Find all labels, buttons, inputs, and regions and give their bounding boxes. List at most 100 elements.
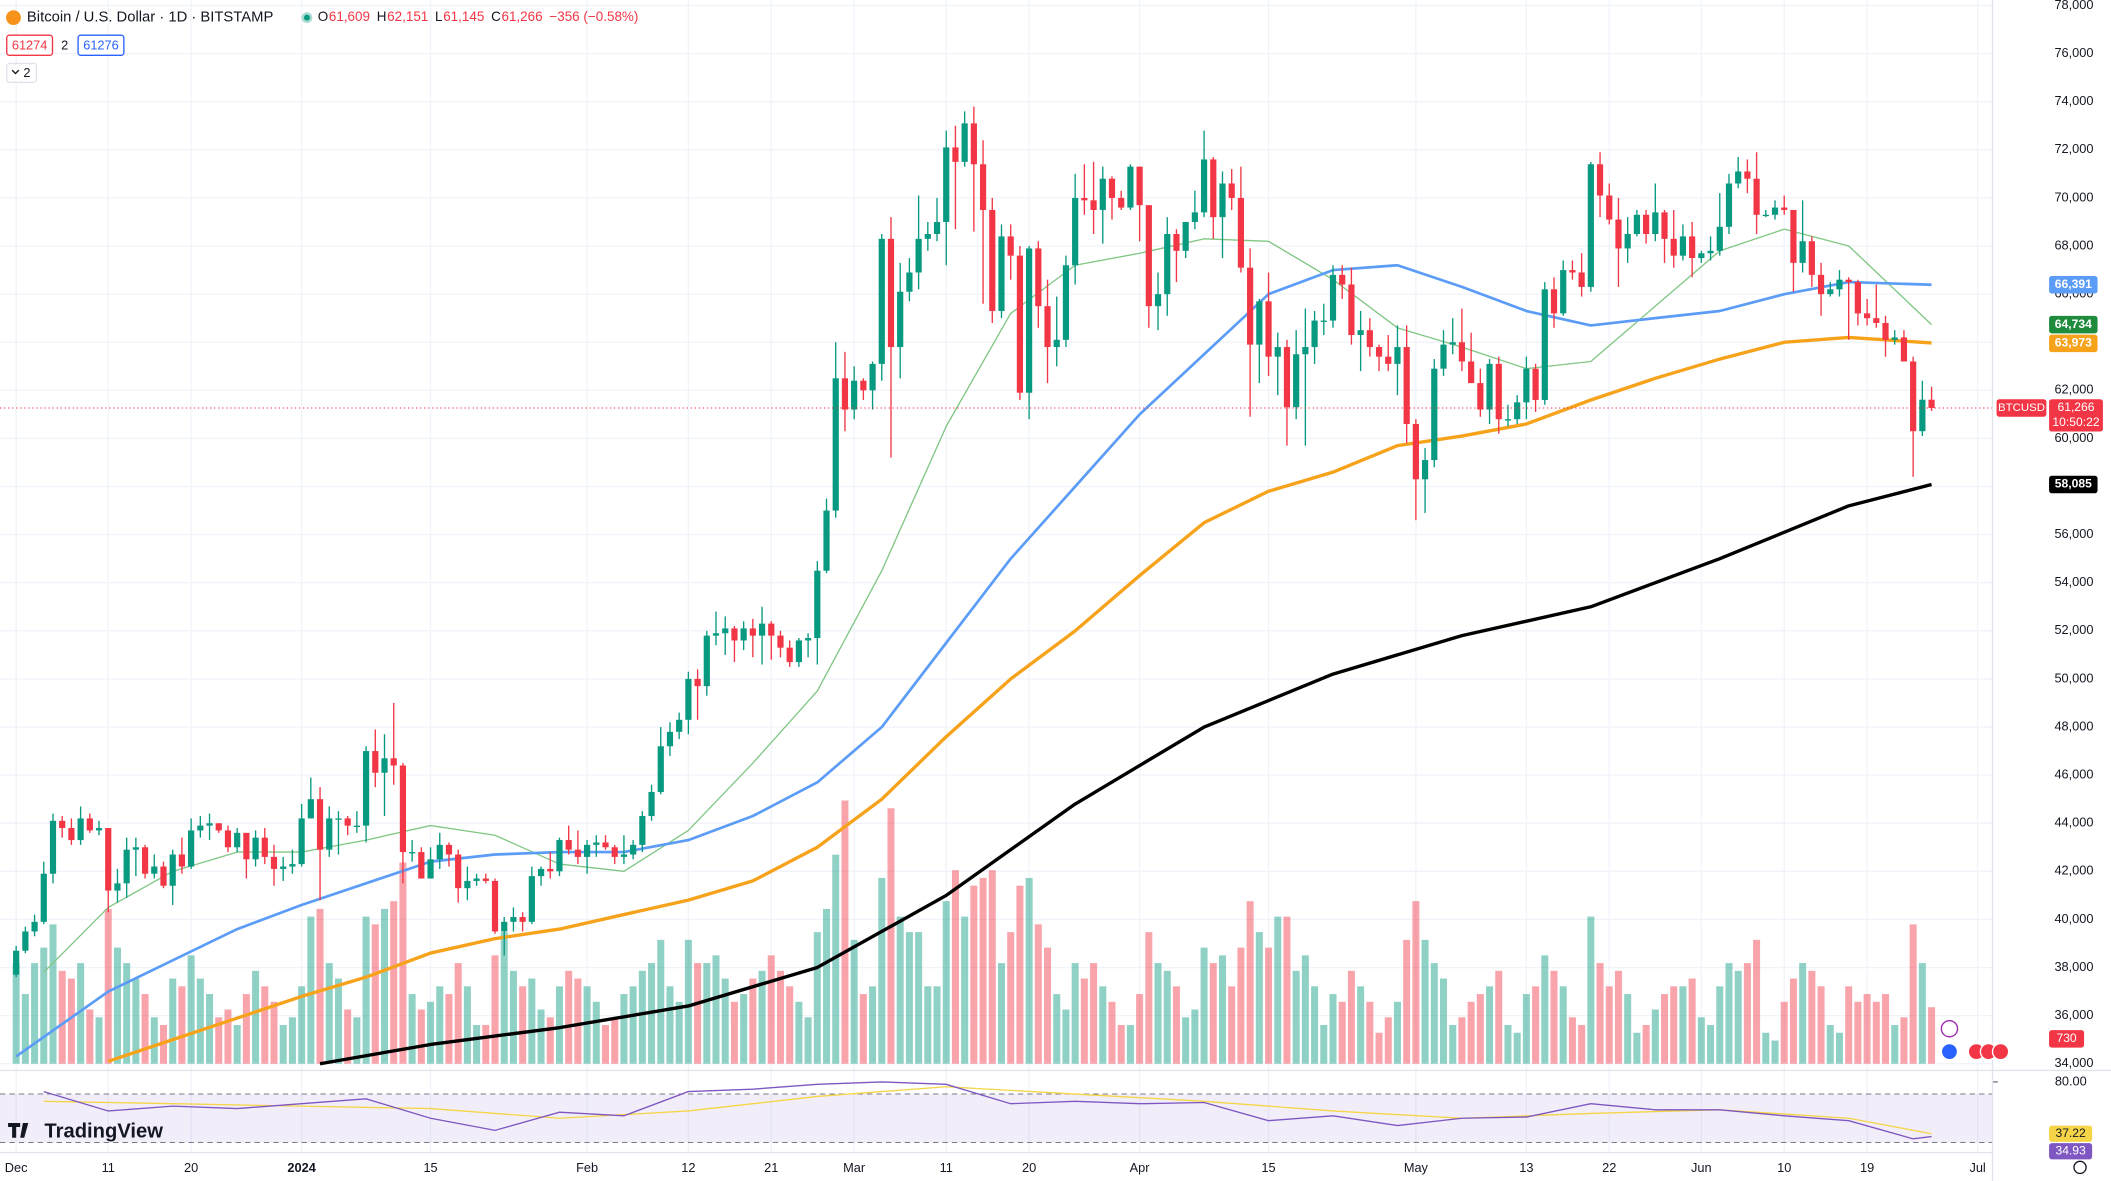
candle-body (1026, 248, 1033, 393)
candle-body (1919, 399, 1926, 432)
volume-bar (813, 932, 821, 1064)
volume-bar (1255, 932, 1263, 1064)
candle-body (1247, 267, 1254, 345)
candle-body (1302, 347, 1309, 355)
volume-bar (1126, 1025, 1134, 1064)
candle-body (1164, 234, 1171, 295)
candle-body (1845, 279, 1852, 283)
bid-box[interactable] (6, 34, 54, 57)
rsi-badge (2049, 1125, 2093, 1142)
volume-bar (1532, 986, 1540, 1064)
candle-body (887, 238, 895, 348)
volume-bar (1228, 986, 1236, 1064)
volume-bar (1661, 994, 1669, 1064)
volume-bar (1467, 1001, 1475, 1064)
candle-body (832, 378, 839, 511)
candle-body (445, 844, 453, 855)
ohlc-value: 61,266 (501, 9, 542, 24)
volume-bar (1044, 947, 1052, 1064)
volume-bar (233, 1025, 241, 1064)
y-tick-label: 68,000 (2054, 237, 2093, 252)
candle-body (1062, 265, 1070, 340)
volume-bar (1430, 963, 1438, 1064)
volume-bar (307, 916, 315, 1064)
alert-icon[interactable] (1940, 1019, 1959, 1038)
candle-body (1882, 322, 1889, 340)
coin-icon (6, 10, 21, 26)
volume-bar (1292, 970, 1300, 1064)
rsi-line (43, 1081, 1932, 1140)
candle-body (326, 818, 333, 850)
candle-body (270, 856, 278, 869)
volume-bar (1587, 916, 1595, 1064)
volume-bar (242, 994, 250, 1064)
candle-body (1606, 195, 1613, 220)
event-icon[interactable] (1991, 1042, 2010, 1061)
candle-body (215, 823, 222, 831)
volume-bar (1817, 986, 1825, 1064)
candle-body (611, 847, 618, 857)
candle-body (1081, 197, 1088, 201)
candle-body (1154, 294, 1162, 307)
ohlc-legend: O 61,609 H 62,151 L 61,145 C 61,266 −356 (−0.58%… (318, 9, 639, 24)
candle-body (556, 840, 563, 872)
candle-body (335, 818, 342, 820)
candle-body (694, 678, 701, 687)
volume-bar (1154, 963, 1162, 1064)
candle-body (381, 758, 388, 773)
volume-bar (1845, 986, 1853, 1064)
volume-bar (1808, 970, 1816, 1064)
volume-bar (611, 1017, 619, 1064)
x-tick-label: Jul (1969, 1160, 1985, 1175)
volume-bar (1357, 986, 1365, 1064)
volume-bar (869, 986, 877, 1064)
candle-body (188, 830, 195, 867)
volume-bar (1145, 932, 1153, 1064)
candle-body (593, 842, 600, 845)
volume-bar (924, 986, 932, 1064)
ohlc-value: 61,609 (329, 9, 370, 24)
candle-body (1781, 207, 1788, 210)
symbol-title: Bitcoin / U.S. Dollar · 1D · BITSTAMP (27, 10, 274, 26)
candle-body (1910, 361, 1917, 432)
candle-body (703, 635, 710, 687)
y-tick-label: 50,000 (2054, 670, 2093, 685)
candle-body (1523, 368, 1530, 403)
candle-body (1836, 279, 1843, 290)
ohlc-label: C (491, 9, 501, 24)
candle-body (1633, 214, 1640, 235)
candle-body (528, 876, 535, 922)
volume-bar (353, 1017, 361, 1064)
candles (13, 106, 1935, 978)
candle-body (1016, 255, 1024, 393)
event-icon[interactable] (1940, 1042, 1959, 1061)
candle-body (31, 921, 38, 932)
settings-icon[interactable] (2073, 1160, 2087, 1175)
volume-bar (1099, 986, 1107, 1064)
candle-body (1136, 166, 1143, 206)
volume-bar (1301, 955, 1309, 1064)
volume-bar (288, 1017, 296, 1064)
indicators-toggle[interactable] (6, 62, 38, 83)
volume-bar (169, 978, 177, 1064)
volume-bar (887, 808, 895, 1064)
candle-body (666, 731, 674, 747)
candle-body (1679, 236, 1687, 256)
x-tick-label: Dec (5, 1160, 28, 1175)
candle-body (1762, 214, 1769, 217)
candle-body (252, 837, 259, 860)
volume-bar (1725, 963, 1733, 1064)
volume-bar (1338, 1001, 1346, 1064)
bid-price: 61274 (12, 37, 47, 52)
candle-body (1403, 347, 1410, 424)
ask-box[interactable] (77, 34, 125, 57)
x-tick-label: 19 (1860, 1160, 1874, 1175)
symbol-badge (1996, 399, 2047, 417)
candle-body (970, 123, 977, 165)
candle-body (860, 380, 867, 391)
volume-bar (113, 947, 121, 1064)
candle-body (1421, 460, 1429, 480)
y-tick-label: 74,000 (2054, 93, 2093, 108)
candle-body (510, 917, 517, 922)
volume-bar (1633, 1032, 1641, 1064)
